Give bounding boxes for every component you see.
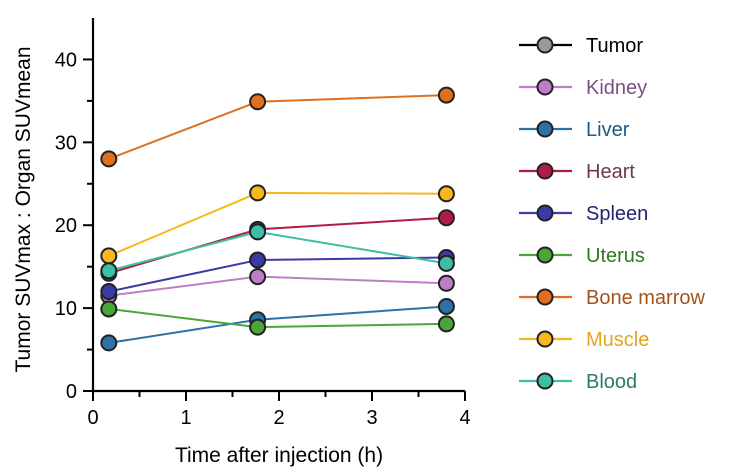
x-tick-label: 4 [459, 407, 470, 429]
y-tick-label: 0 [66, 381, 77, 403]
legend-label: Blood [586, 371, 637, 393]
series-line-kidney [108, 275, 447, 297]
series-line-heart [108, 216, 447, 275]
series-spleen [100, 249, 455, 301]
data-point-blood [100, 262, 118, 280]
legend-item-liver: Liver [519, 119, 630, 141]
legend-marker [536, 120, 554, 138]
series-heart [100, 209, 455, 282]
series-line-blood [108, 230, 447, 272]
data-point-muscle [249, 184, 267, 202]
data-point-uterus [249, 318, 267, 336]
legend-marker [536, 78, 554, 96]
legend-label: Kidney [586, 77, 647, 99]
x-tick-label: 3 [366, 407, 377, 429]
legend-marker [536, 330, 554, 348]
legend-marker [536, 36, 554, 54]
legend-item-heart: Heart [519, 161, 635, 183]
legend-label: Bone marrow [586, 287, 705, 309]
axes: 0 10 20 30 40 0 1 2 3 4 [55, 18, 471, 429]
series-uterus [100, 300, 455, 336]
legend-item-uterus: Uterus [519, 245, 645, 267]
legend-label: Liver [586, 119, 630, 141]
legend-item-blood: Blood [519, 371, 637, 393]
legend-label: Uterus [586, 245, 645, 267]
series-line-spleen [108, 256, 447, 293]
legend-label: Muscle [586, 329, 649, 351]
data-point-bone-marrow [249, 93, 267, 111]
series-blood [100, 223, 455, 280]
legend: Tumor Kidney Liver Heart Spleen Uterus Bone ma… [519, 35, 705, 393]
legend-item-muscle: Muscle [519, 329, 649, 351]
series-kidney [100, 268, 455, 305]
data-point-spleen [249, 251, 267, 269]
legend-label: Spleen [586, 203, 648, 225]
legend-label: Heart [586, 161, 635, 183]
series-line-bone-marrow [108, 94, 447, 160]
y-tick-label: 30 [55, 132, 77, 154]
data-point-uterus [100, 300, 118, 318]
legend-item-kidney: Kidney [519, 77, 647, 99]
data-point-bone-marrow [100, 150, 118, 168]
series-line-muscle [108, 191, 447, 257]
series-bone-marrow [100, 86, 455, 168]
data-point-spleen [100, 283, 118, 301]
data-point-kidney [249, 268, 267, 286]
data-point-liver [437, 297, 455, 315]
data-point-uterus [437, 315, 455, 333]
data-point-heart [437, 209, 455, 227]
legend-marker [536, 162, 554, 180]
legend-marker [536, 288, 554, 306]
data-point-liver [100, 334, 118, 352]
legend-item-tumor: Tumor [519, 35, 643, 57]
data-point-bone-marrow [437, 86, 455, 104]
x-tick-label: 1 [180, 407, 191, 429]
y-axis-label: Tumor SUVmax : Organ SUVmean [12, 47, 35, 373]
x-axis-label: Time after injection (h) [175, 444, 383, 467]
data-point-blood [437, 254, 455, 272]
legend-marker [536, 204, 554, 222]
data-point-blood [249, 223, 267, 241]
legend-item-bone-marrow: Bone marrow [519, 287, 705, 309]
y-tick-label: 10 [55, 298, 77, 320]
data-point-muscle [100, 247, 118, 265]
series-layer [100, 86, 455, 352]
series-muscle [100, 184, 455, 265]
x-tick-label: 2 [273, 407, 284, 429]
legend-marker [536, 372, 554, 390]
data-point-kidney [437, 274, 455, 292]
legend-marker [536, 246, 554, 264]
x-tick-label: 0 [87, 407, 98, 429]
y-tick-label: 20 [55, 215, 77, 237]
legend-item-spleen: Spleen [519, 203, 648, 225]
y-tick-label: 40 [55, 49, 77, 71]
data-point-muscle [437, 185, 455, 203]
legend-label: Tumor [586, 35, 643, 57]
